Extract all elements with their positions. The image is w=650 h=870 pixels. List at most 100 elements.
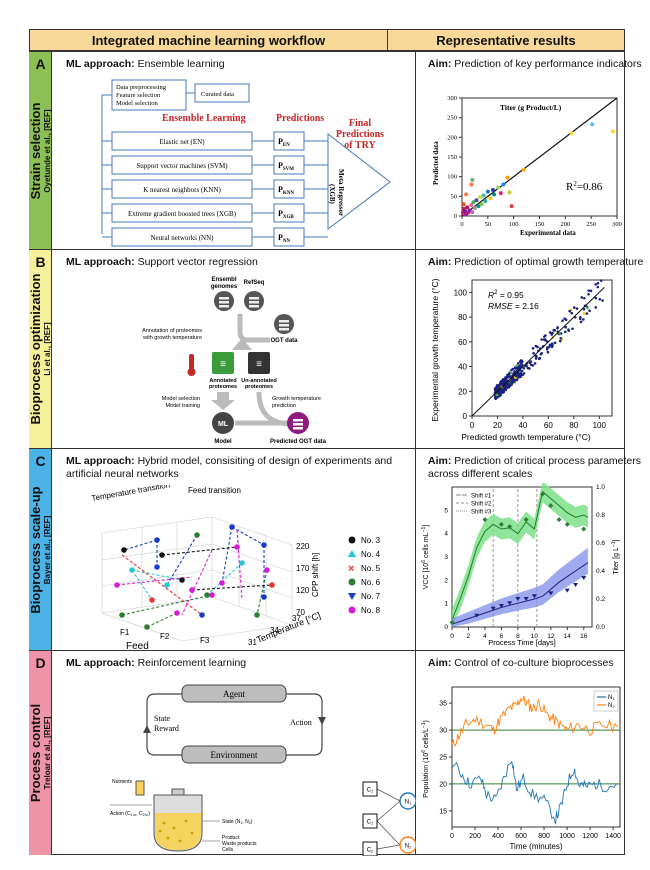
c-node-label: C1 (367, 788, 374, 794)
n2-series (451, 695, 619, 747)
nutrient-tank (135, 780, 145, 796)
reward-label: Reward (154, 724, 179, 733)
data-point (493, 388, 497, 392)
agent-label: Agent (223, 689, 245, 699)
panel-b-side: B Bioprocess optimization Li et al., [RE… (28, 250, 52, 448)
titer-point (581, 576, 587, 580)
data-point (570, 311, 574, 315)
c-sub: 1 (371, 821, 374, 826)
data-point (589, 289, 593, 293)
yl-c: cells mL (423, 532, 430, 560)
data-point (575, 307, 579, 310)
data-point (471, 200, 476, 205)
thermometer-bulb (187, 368, 196, 376)
r2-value: = 0.95 (497, 290, 524, 300)
pred-sub: KNN (283, 191, 295, 196)
data-point (588, 309, 591, 313)
titer-band (452, 547, 588, 627)
panel-d-aim: Aim: Control of co-culture bioprocesses (428, 657, 650, 670)
panel-b-vertical: Bioprocess optimization Li et al., [REF] (28, 274, 52, 425)
data-point (551, 344, 554, 347)
panel-b-ml-label: ML approach: Support vector regression (66, 256, 406, 269)
vcc-point (498, 521, 504, 527)
trunk-line (101, 94, 112, 234)
vcc-point (449, 619, 455, 625)
legend-marker (348, 593, 356, 600)
n-node (399, 792, 416, 810)
c-node-label: C1 (367, 820, 374, 826)
data-point (582, 318, 585, 321)
vcc-point (523, 517, 529, 523)
x-tick-label: 20 (493, 421, 502, 430)
doe-point (219, 580, 225, 586)
titer-line (451, 562, 589, 625)
data-point (461, 202, 466, 207)
doe-point (159, 552, 165, 558)
r2-value: =0.86 (577, 181, 603, 193)
data-point (507, 373, 510, 376)
state-label: State (154, 714, 170, 723)
plot-d-axes (451, 686, 621, 828)
data-point (469, 182, 474, 187)
r2-r: R (566, 181, 574, 193)
data-point (594, 296, 598, 300)
titer-point (474, 613, 480, 618)
rmse-value: = 2.16 (513, 301, 540, 311)
feed-tick: F1 (120, 628, 130, 637)
data-point (464, 192, 469, 197)
final-2: Predictions (336, 129, 384, 140)
titer-point (548, 591, 554, 596)
y-tick-label: 20 (458, 387, 467, 396)
x-tick-label: 100 (509, 221, 519, 228)
ml-text: Ensemble learning (137, 58, 225, 70)
doe-point (229, 524, 235, 530)
data-point (513, 366, 517, 369)
plot-b-xlabel: Predicted growth temperature (°C) (461, 432, 591, 442)
ac-a: Action (C (110, 811, 131, 817)
thermometer-icon (189, 354, 194, 370)
y-right-tick-label: 1.0 (596, 484, 605, 491)
doe-legend: No. 3 No. 4 × No. 5 No. 6 No. 7 No. 8 (348, 536, 381, 615)
c-node-label: C2 (367, 848, 374, 854)
x-tick-label: 250 (586, 221, 596, 228)
model-label: Extreme gradient boosted trees (XGB) (128, 210, 237, 218)
data-point (587, 292, 590, 296)
x-tick-label: 50 (485, 221, 492, 228)
y-tick-label: 300 (447, 95, 457, 102)
data-point (465, 205, 470, 210)
data-point (522, 366, 526, 370)
legend-marker (348, 606, 356, 614)
aim-prefix: Aim: (428, 58, 452, 70)
yr-a: Titer [g L (613, 547, 620, 574)
data-point (516, 366, 519, 370)
pred-p: P (278, 137, 283, 146)
data-point (531, 347, 535, 350)
doe-point (189, 587, 195, 593)
x-tick-label: 12 (547, 633, 555, 640)
growth-pred-1: Growth temperature (272, 396, 321, 402)
predicted-label: Predicted OGT data (270, 439, 327, 445)
x-tick-label: 10 (531, 633, 539, 640)
doe-trajectory (181, 549, 213, 616)
legend-label: No. 6 (361, 578, 381, 587)
sn-a: State (N (222, 819, 241, 825)
legend-n: N (608, 703, 612, 709)
y-tick-label: 20 (439, 781, 447, 788)
panel-a-ref: Oyetunde et al., [REF] (43, 108, 52, 193)
reactor-cap (171, 788, 185, 796)
plot-a-annotation: R2=0.86 (566, 180, 603, 193)
panel-d-ref: Treloar et al., [REF] (43, 716, 52, 790)
plot-a-ylabel: Predicted data (432, 141, 440, 185)
ml-text-icon: ML (218, 421, 229, 428)
data-point (472, 206, 477, 211)
data-point (594, 283, 597, 286)
titer-point (515, 597, 521, 601)
identity-line (461, 97, 618, 217)
doe-point (234, 544, 240, 550)
rl-loop-arrow (318, 717, 326, 725)
panel-b-results: Aim: Prediction of optimal growth temper… (416, 250, 643, 448)
y-tick-label: 0 (463, 412, 468, 421)
doe-trajectory (116, 576, 193, 586)
